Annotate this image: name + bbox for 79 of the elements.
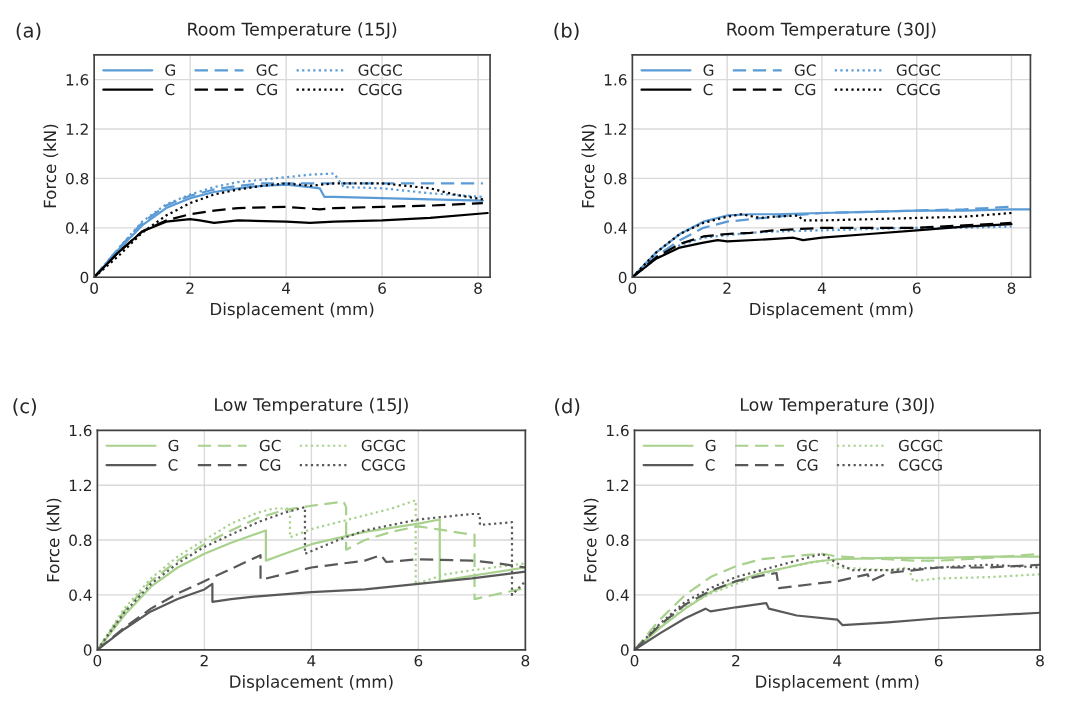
y-tick-label: 0.4 xyxy=(69,589,92,601)
legend-label: CG xyxy=(259,459,281,471)
y-tick-label: 1.2 xyxy=(69,479,91,491)
y-tick-label: 0 xyxy=(80,271,89,284)
x-axis-title: Displacement (mm) xyxy=(756,675,919,692)
y-tick-label: 1.2 xyxy=(604,123,626,135)
y-tick-label: 0.4 xyxy=(604,222,627,234)
y-tick-label: 1.6 xyxy=(607,424,629,437)
legend-label: CGCG xyxy=(898,459,942,471)
x-tick-label: 4 xyxy=(307,655,316,667)
y-tick-label: 1.2 xyxy=(66,123,88,135)
y-tick-label: 0 xyxy=(618,271,627,284)
legend-label: CGCG xyxy=(896,83,940,96)
legend-label: CG xyxy=(794,83,816,96)
legend-label: GC xyxy=(796,439,818,452)
chart-title: Room Temperature (15J) xyxy=(188,22,397,40)
x-tick-label: 2 xyxy=(186,282,194,294)
x-tick-label: 2 xyxy=(200,654,208,667)
chart-title: Low Temperature (30J) xyxy=(741,397,934,415)
x-tick-label: 4 xyxy=(833,655,842,667)
legend-label: C xyxy=(705,459,715,471)
legend-label: G xyxy=(703,64,714,76)
y-tick-label: 0.8 xyxy=(604,172,627,185)
x-axis-title: Displacement (mm) xyxy=(211,302,374,319)
y-tick-label: 0.4 xyxy=(66,222,89,234)
x-tick-label: 4 xyxy=(282,282,291,294)
x-tick-label: 6 xyxy=(414,654,423,667)
y-tick-label: 0.8 xyxy=(606,534,629,547)
text: (d) xyxy=(555,398,580,416)
text: (c) xyxy=(13,398,36,416)
x-tick-label: 6 xyxy=(912,282,921,294)
x-tick-label: 0 xyxy=(628,282,637,294)
x-tick-label: 6 xyxy=(934,654,943,667)
y-axis-title: Force (kN) xyxy=(583,498,599,582)
legend-label: GC xyxy=(794,64,816,76)
x-tick-label: 8 xyxy=(474,282,482,294)
chart-title: Room Temperature (30J) xyxy=(727,22,936,40)
y-tick-label: 1.2 xyxy=(607,479,629,491)
legend-label: C xyxy=(703,83,713,96)
x-axis-title: Displacement (mm) xyxy=(750,302,913,319)
y-tick-label: 1.6 xyxy=(66,74,89,86)
y-axis-title: Force (kN) xyxy=(43,124,59,208)
y-axis-title: Force (kN) xyxy=(581,124,597,208)
text: (b) xyxy=(554,22,579,41)
legend-label: GCGC xyxy=(896,64,941,76)
legend-label: CG xyxy=(256,83,277,96)
legend-label: G xyxy=(705,439,716,452)
legend-label: CGCG xyxy=(361,459,405,471)
x-tick-label: 8 xyxy=(1036,654,1044,667)
y-tick-label: 0 xyxy=(620,644,629,656)
legend-label: G xyxy=(165,64,176,76)
x-tick-label: 4 xyxy=(817,282,826,294)
legend-label: GC xyxy=(256,64,278,76)
legend-label: G xyxy=(168,439,179,452)
text: (a) xyxy=(16,22,41,41)
x-tick-label: 2 xyxy=(723,282,731,294)
chart-title: Low Temperature (15J) xyxy=(215,397,408,415)
legend-label: C xyxy=(165,83,175,96)
legend-label: GC xyxy=(259,439,281,452)
x-axis-title: Displacement (mm) xyxy=(230,675,393,692)
y-tick-label: 0 xyxy=(83,644,92,656)
x-tick-label: 8 xyxy=(1007,282,1016,294)
y-tick-label: 0.4 xyxy=(606,589,629,601)
legend-label: CGCG xyxy=(358,83,402,96)
x-tick-label: 6 xyxy=(378,282,386,294)
x-tick-label: 0 xyxy=(93,654,102,667)
legend-label: CG xyxy=(796,459,818,471)
x-tick-label: 2 xyxy=(732,654,740,667)
x-tick-label: 0 xyxy=(630,654,639,667)
y-axis-title: Force (kN) xyxy=(46,498,62,582)
legend-label: GCGC xyxy=(361,439,406,452)
legend-label: GCGC xyxy=(358,64,402,76)
legend-label: GCGC xyxy=(898,439,943,452)
legend-label: C xyxy=(168,459,178,471)
y-tick-label: 1.6 xyxy=(604,74,627,86)
y-tick-label: 1.6 xyxy=(69,424,92,437)
x-tick-label: 8 xyxy=(521,654,530,667)
y-tick-label: 0.8 xyxy=(69,534,92,547)
y-tick-label: 0.8 xyxy=(66,172,89,185)
